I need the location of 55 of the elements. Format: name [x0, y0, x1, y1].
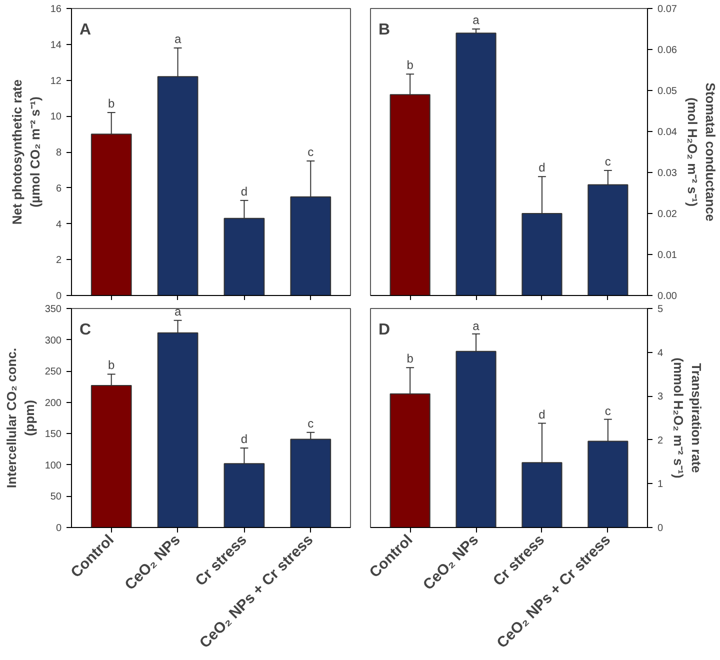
y-tick-label: 0.02	[658, 209, 678, 220]
y-tick-label: 16	[50, 4, 62, 15]
y-tick-label: 0	[56, 291, 62, 302]
y-tick-label: 200	[44, 398, 62, 409]
y-tick-label: 4	[658, 348, 664, 359]
text: A	[80, 22, 92, 38]
y-axis-title: Net photosynthetic rate (µmol CO₂ m⁻² s⁻¹)	[9, 79, 42, 225]
y-tick-label: 0.07	[658, 4, 678, 15]
annotation: b	[406, 352, 414, 366]
annotation: d	[240, 432, 248, 446]
annotation: c	[308, 144, 314, 159]
y-tick-label: 2	[56, 255, 62, 266]
annotation: d	[538, 407, 546, 422]
y-tick-label: 0.06	[658, 45, 678, 56]
annotation: a	[472, 13, 480, 27]
y-tick-label: 0.00	[658, 291, 678, 302]
y-tick-label: 12	[50, 76, 62, 87]
annotation: d	[240, 184, 248, 198]
annotation: a	[174, 32, 182, 46]
y-axis-title: Intercellular CO₂ conc. (ppm)	[4, 348, 37, 488]
y-tick-label: 50	[50, 492, 62, 503]
y-tick-label: 10	[50, 112, 62, 123]
y-tick-label: 14	[50, 40, 62, 51]
text: C	[80, 322, 92, 338]
y-tick-label: 150	[44, 429, 62, 440]
y-tick-label: 100	[44, 460, 62, 472]
y-tick-label: 6	[56, 183, 62, 194]
y-tick-label: 8	[56, 148, 62, 158]
text: D	[378, 322, 390, 338]
y-tick-label: 0	[658, 523, 664, 534]
annotation: c	[604, 404, 611, 418]
y-tick-label: 0.01	[658, 250, 678, 261]
y-tick-label: 0.03	[658, 168, 678, 179]
annotation: d	[538, 160, 546, 175]
annotation: a	[472, 318, 480, 333]
text: B	[378, 22, 390, 38]
y-tick-label: 5	[658, 304, 664, 315]
annotation: b	[108, 358, 116, 372]
y-tick-label: 250	[44, 366, 62, 378]
y-tick-label: 1	[658, 479, 664, 490]
y-tick-label: 0	[56, 523, 62, 534]
annotation: b	[406, 58, 414, 72]
y-axis-title: Transpiration rate (mmol H₂O₂ m⁻² s⁻¹)	[671, 358, 704, 478]
annotation: b	[108, 96, 116, 111]
y-tick-label: 300	[44, 335, 62, 346]
annotation: c	[604, 154, 611, 168]
annotation: c	[308, 416, 314, 430]
y-tick-label: 3	[658, 392, 664, 403]
y-tick-label: 4	[56, 219, 62, 230]
y-tick-label: 350	[44, 304, 62, 315]
annotation: a	[174, 304, 182, 318]
y-axis-title: Stomatal conductance (mol H₂O₂ m⁻² s⁻¹)	[684, 82, 718, 222]
y-tick-label: 0.04	[658, 127, 678, 138]
y-tick-label: 2	[658, 435, 664, 446]
y-tick-label: 0.05	[658, 86, 678, 97]
